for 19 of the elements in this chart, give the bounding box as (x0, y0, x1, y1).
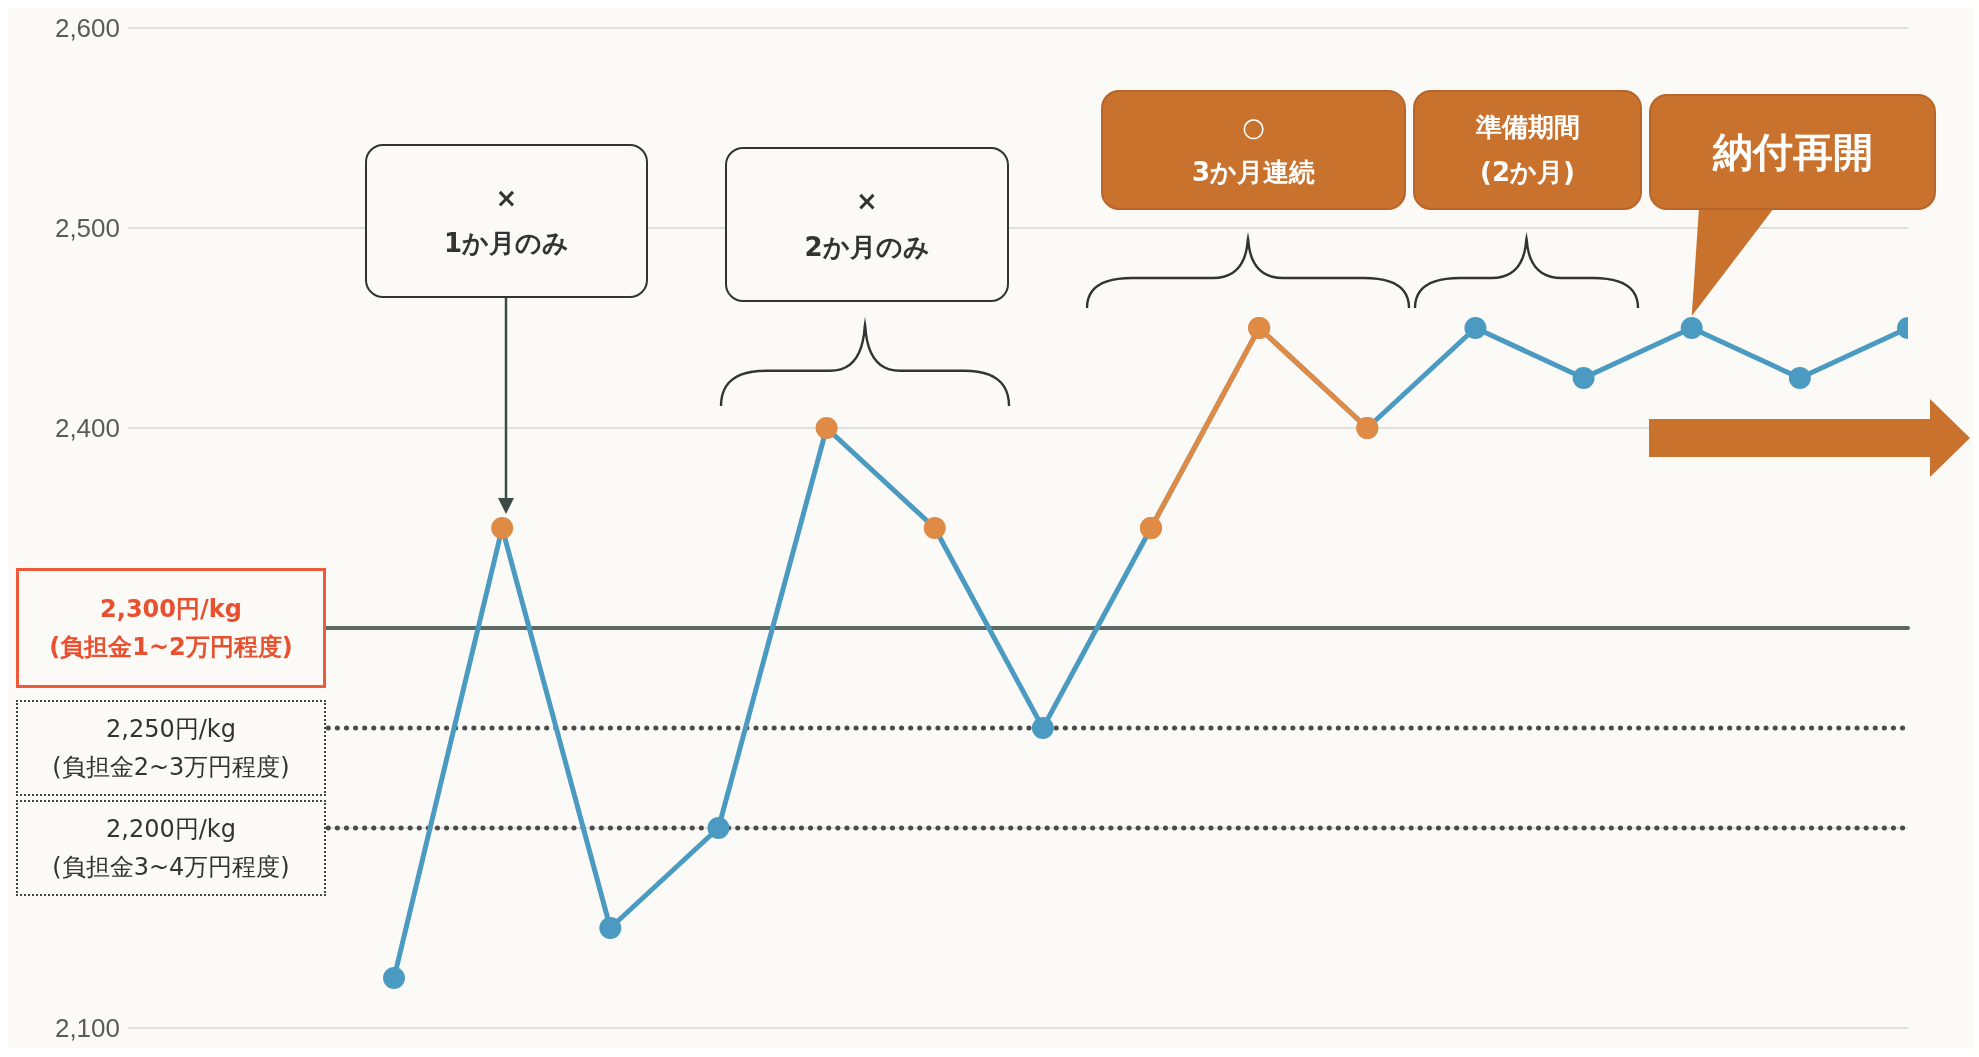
callout-box: ○ 3か月連続 (1101, 90, 1406, 210)
annotation: 準備期間 (2か月) (1475, 110, 1580, 189)
callout-box: × 2か月のみ (725, 147, 1009, 302)
callout-box: × 1か月のみ (365, 144, 648, 298)
label-box: 2,250円/kg (負担金2~3万円程度) (16, 700, 326, 796)
y-tick-label: 2,100 (54, 1013, 120, 1044)
annotation: × 1か月のみ (443, 181, 570, 260)
label-box: 2,300円/kg (負担金1~2万円程度) (16, 568, 326, 688)
annotation: 納付再開 (1712, 128, 1873, 177)
label-box: 2,200円/kg (負担金3~4万円程度) (16, 800, 326, 896)
y-tick-label: 2,500 (54, 213, 120, 244)
ref-line-label: 2,200円/kg (負担金3~4万円程度) (52, 813, 290, 883)
ref-line-label: 2,300円/kg (負担金1~2万円程度) (49, 593, 293, 663)
y-tick-label: 2,600 (54, 13, 120, 44)
callout-box: 準備期間 (2か月) (1413, 90, 1642, 210)
y-tick-label: 2,400 (54, 413, 120, 444)
annotation: ○ 3か月連続 (1191, 110, 1316, 189)
annotation: × 2か月のみ (804, 185, 930, 264)
ref-line-label: 2,250円/kg (負担金2~3万円程度) (52, 713, 290, 783)
